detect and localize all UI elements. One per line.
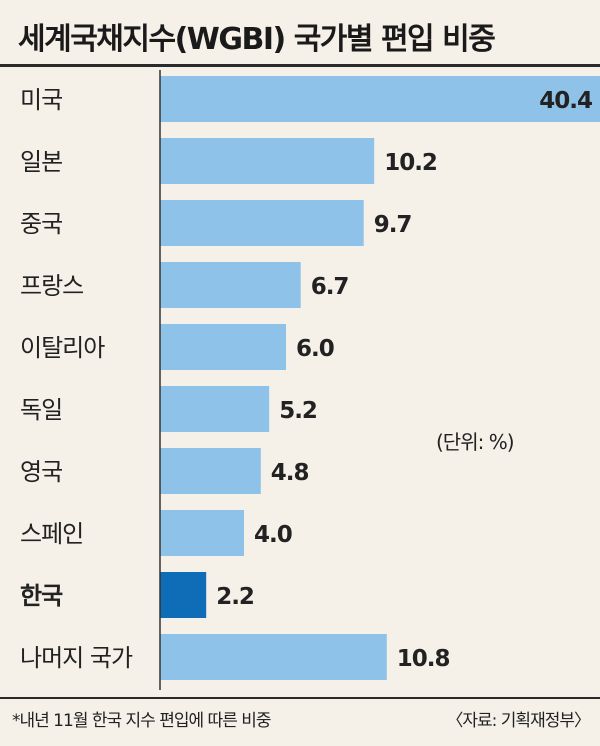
unit-label: (단위: %)	[436, 430, 515, 454]
value-label: 6.7	[311, 274, 349, 300]
bar	[160, 138, 375, 184]
value-label: 4.0	[254, 522, 292, 548]
bar	[160, 262, 301, 308]
value-label: 9.7	[374, 212, 412, 238]
category-label: 영국	[20, 458, 62, 486]
value-label: 6.0	[296, 336, 334, 362]
category-label: 독일	[20, 396, 62, 424]
bar	[160, 386, 270, 432]
category-label: 프랑스	[20, 272, 83, 300]
category-label: 나머지 국가	[20, 644, 133, 672]
value-label: 5.2	[279, 398, 317, 424]
category-label: 일본	[20, 148, 62, 176]
bar	[160, 200, 364, 246]
bar	[160, 634, 387, 680]
bar	[160, 572, 207, 618]
bar	[160, 510, 244, 556]
footer-divider	[0, 697, 600, 699]
category-label: 이탈리아	[20, 334, 105, 362]
category-label: 한국	[20, 582, 63, 610]
chart-title: 세계국채지수(WGBI) 국가별 편입 비중	[18, 22, 496, 57]
bar	[160, 76, 600, 122]
bar	[160, 324, 286, 370]
value-label: 10.2	[384, 150, 437, 176]
title-divider	[0, 64, 600, 67]
source-note: 〈자료: 기획재정부〉	[446, 711, 591, 731]
value-label: 2.2	[216, 584, 254, 610]
category-label: 중국	[20, 210, 62, 238]
value-label: 40.4	[539, 88, 592, 114]
value-label: 10.8	[397, 646, 450, 672]
bar	[160, 448, 261, 494]
footnote: *내년 11월 한국 지수 편입에 따른 비중	[12, 711, 272, 731]
category-label: 스페인	[20, 520, 83, 548]
category-label: 미국	[20, 86, 62, 114]
value-label: 4.8	[271, 460, 309, 486]
